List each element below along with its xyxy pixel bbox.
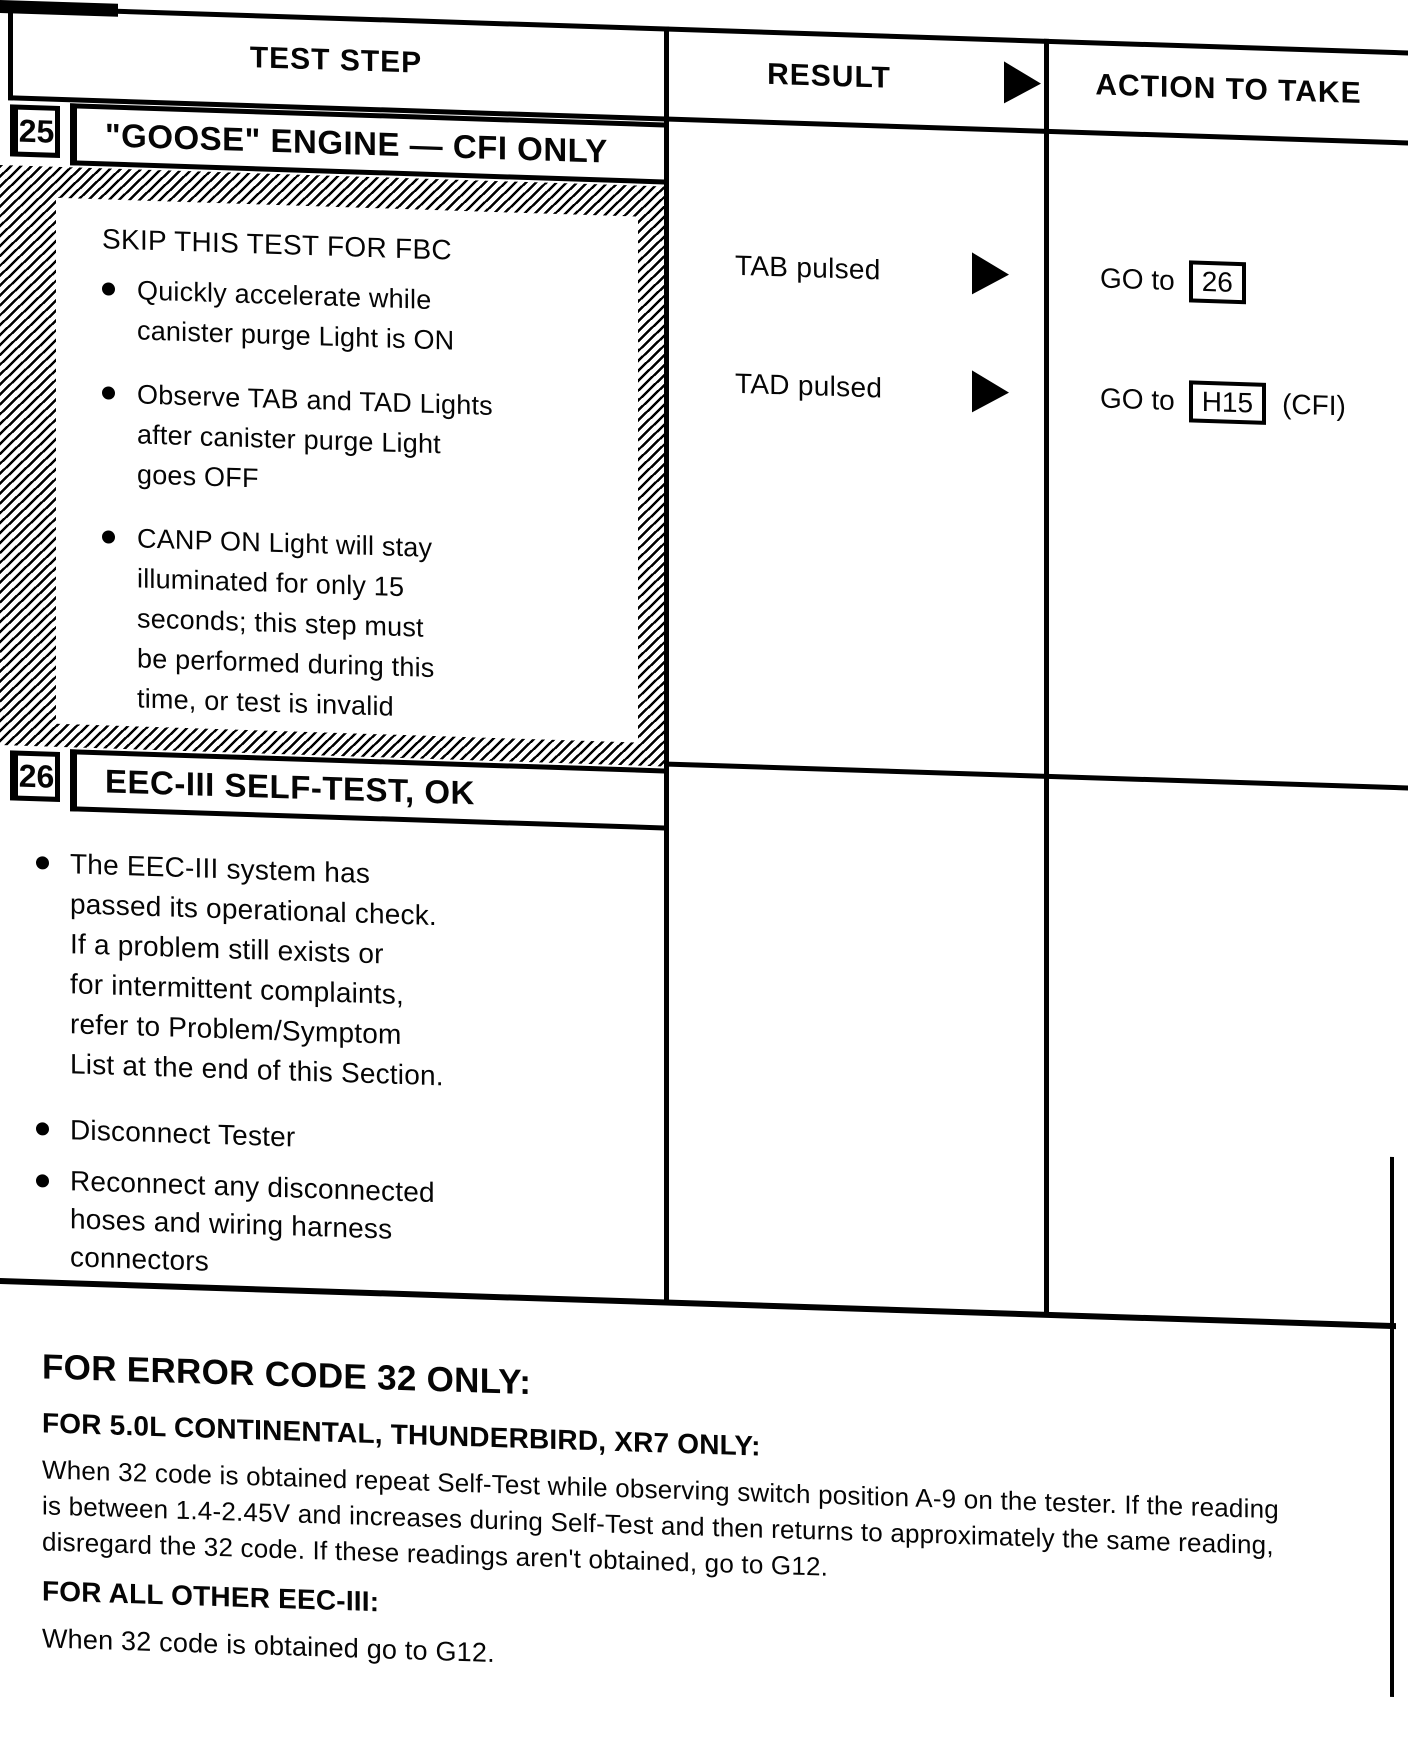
- footer-closing-line: When 32 code is obtained go to G12.: [42, 1623, 495, 1668]
- list-item: Observe TAB and TAD Lights after caniste…: [102, 373, 612, 509]
- warning-inner-box: SKIP THIS TEST FOR FBC Quickly accelerat…: [56, 197, 638, 743]
- list-item: Quickly accelerate while canister purge …: [102, 269, 612, 365]
- action-suffix: (CFI): [1282, 388, 1346, 422]
- header-arrow-icon: [1004, 61, 1041, 105]
- bullet-icon: [36, 1174, 49, 1188]
- bullet-icon: [102, 282, 115, 296]
- step-instruction: The EEC-III system has passed its operat…: [70, 848, 444, 1092]
- row-divider-25-26: [664, 761, 1408, 791]
- footer-subheading-2: FOR ALL OTHER EEC-III:: [42, 1575, 380, 1618]
- table-border-bottom: [0, 1278, 1396, 1330]
- action-to-take: GO to H15 (CFI): [1100, 378, 1346, 428]
- step-instruction: Quickly accelerate while canister purge …: [137, 275, 455, 356]
- goto-label: GO to: [1100, 382, 1175, 416]
- column-divider-test-result: [664, 26, 669, 1302]
- step-number-25: 25: [10, 104, 60, 158]
- column-header-action: ACTION TO TAKE: [1095, 68, 1362, 110]
- step-instruction: Reconnect any disconnected hoses and wir…: [70, 1165, 435, 1277]
- step-instruction: Observe TAB and TAD Lights after caniste…: [137, 379, 493, 494]
- column-header-test-step: TEST STEP: [249, 41, 423, 80]
- bullet-icon: [36, 856, 49, 870]
- step-instruction: Disconnect Tester: [70, 1114, 296, 1153]
- footer-heading: FOR ERROR CODE 32 ONLY:: [42, 1347, 532, 1403]
- bullet-icon: [102, 530, 115, 544]
- footer-paragraph: When 32 code is obtained repeat Self-Tes…: [42, 1454, 1279, 1582]
- bullet-icon: [102, 386, 115, 400]
- result-arrow-icon: [972, 252, 1009, 296]
- result-arrow-icon: [972, 370, 1009, 414]
- page-edge-line: [1390, 1156, 1394, 1698]
- step-reference-box: 26: [1188, 260, 1246, 305]
- column-divider-result-action: [1044, 38, 1049, 1314]
- list-item: CANP ON Light will stay illuminated for …: [102, 517, 612, 733]
- step-reference-box: H15: [1188, 380, 1267, 425]
- action-to-take: GO to 26: [1100, 258, 1262, 305]
- column-header-result: RESULT: [767, 57, 891, 95]
- bullet-icon: [36, 1122, 49, 1136]
- warning-hatch-block: SKIP THIS TEST FOR FBC Quickly accelerat…: [0, 165, 664, 767]
- result-condition: TAB pulsed: [735, 249, 881, 286]
- result-condition: TAD pulsed: [735, 367, 883, 404]
- step-instruction: CANP ON Light will stay illuminated for …: [137, 523, 435, 722]
- step-number-26: 26: [10, 750, 60, 802]
- warning-note: SKIP THIS TEST FOR FBC: [102, 223, 452, 266]
- goto-label: GO to: [1100, 262, 1175, 296]
